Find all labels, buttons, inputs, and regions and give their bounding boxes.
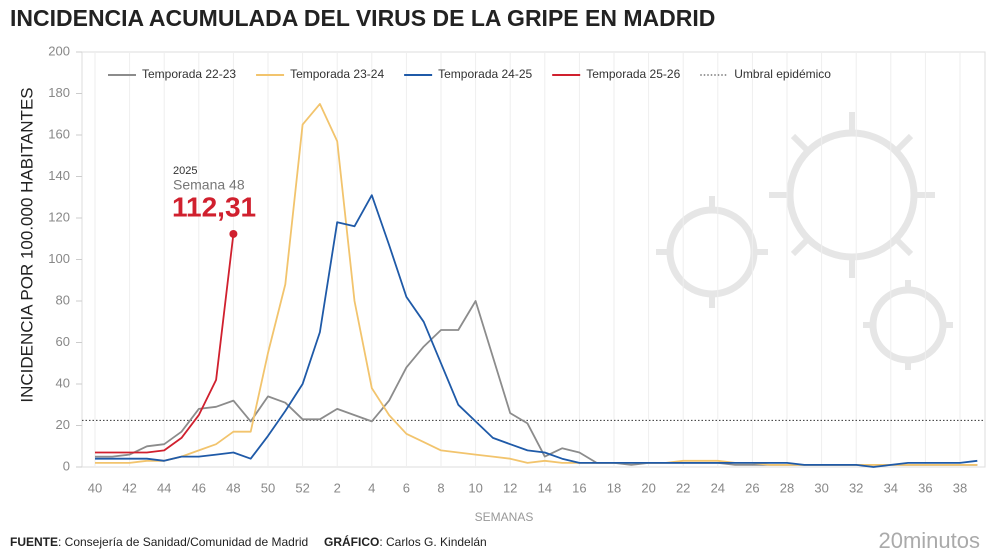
- x-tick-label: 14: [538, 480, 552, 495]
- y-tick-label: 160: [48, 126, 70, 141]
- legend-label: Umbral epidémico: [734, 67, 831, 81]
- y-tick-label: 180: [48, 85, 70, 100]
- x-tick-label: 30: [814, 480, 828, 495]
- annotation-week: Semana 48: [173, 177, 245, 193]
- brand: 20minutos: [878, 528, 980, 553]
- x-tick-label: 28: [780, 480, 794, 495]
- y-tick-label: 20: [56, 417, 70, 432]
- x-tick-label: 8: [437, 480, 444, 495]
- x-tick-label: 22: [676, 480, 690, 495]
- x-tick-label: 42: [122, 480, 136, 495]
- legend-label: Temporada 24-25: [438, 67, 532, 81]
- x-tick-label: 34: [884, 480, 898, 495]
- x-tick-label: 18: [607, 480, 621, 495]
- x-tick-label: 36: [918, 480, 932, 495]
- x-tick-label: 4: [368, 480, 375, 495]
- x-tick-label: 44: [157, 480, 171, 495]
- legend-label: Temporada 25-26: [586, 67, 680, 81]
- chart-title: INCIDENCIA ACUMULADA DEL VIRUS DE LA GRI…: [10, 5, 715, 31]
- x-axis-label: SEMANAS: [475, 510, 534, 524]
- series-line: [95, 300, 978, 466]
- point-marker: [229, 229, 238, 238]
- x-tick-label: 50: [261, 480, 275, 495]
- legend-label: Temporada 22-23: [142, 67, 236, 81]
- x-tick-label: 48: [226, 480, 240, 495]
- x-tick-label: 20: [641, 480, 655, 495]
- x-tick-label: 26: [745, 480, 759, 495]
- virus-icons: [656, 112, 953, 370]
- y-tick-label: 80: [56, 292, 70, 307]
- y-tick-label: 100: [48, 251, 70, 266]
- x-tick-label: 38: [953, 480, 967, 495]
- y-tick-label: 140: [48, 168, 70, 183]
- series-line: [95, 194, 978, 468]
- x-tick-label: 12: [503, 480, 517, 495]
- credit-label: GRÁFICO: Carlos G. Kindelán: [324, 534, 487, 549]
- x-tick-label: 52: [295, 480, 309, 495]
- x-tick-label: 46: [192, 480, 206, 495]
- y-tick-label: 0: [63, 458, 70, 473]
- x-tick-label: 24: [711, 480, 725, 495]
- y-tick-label: 60: [56, 334, 70, 349]
- source-label: FUENTE: Consejería de Sanidad/Comunidad …: [10, 535, 308, 549]
- x-tick-label: 6: [403, 480, 410, 495]
- x-tick-label: 10: [468, 480, 482, 495]
- y-axis-label: INCIDENCIA POR 100.000 HABITANTES: [17, 87, 36, 402]
- annotation-year: 2025: [173, 165, 197, 177]
- y-tick-label: 120: [48, 209, 70, 224]
- x-tick-label: 2: [334, 480, 341, 495]
- x-tick-label: 16: [572, 480, 586, 495]
- y-tick-label: 200: [48, 43, 70, 58]
- x-tick-label: 40: [88, 480, 102, 495]
- data-label: 112,31: [172, 191, 256, 222]
- x-tick-label: 32: [849, 480, 863, 495]
- series-line: [95, 233, 235, 454]
- legend-label: Temporada 23-24: [290, 67, 384, 81]
- y-tick-label: 40: [56, 375, 70, 390]
